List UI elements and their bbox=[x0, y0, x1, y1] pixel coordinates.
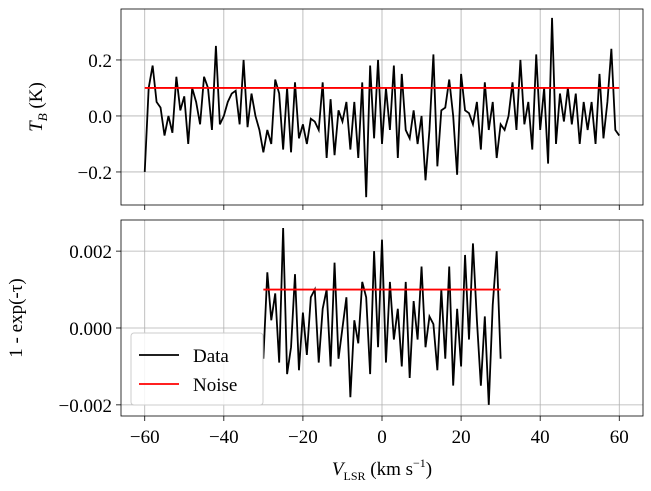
axes-frame bbox=[120, 8, 644, 206]
legend-label: Data bbox=[193, 346, 229, 367]
axes-frame bbox=[120, 219, 644, 417]
x-axis-label: VLSR (km s−1) bbox=[332, 456, 432, 483]
x-tick-label: 0 bbox=[377, 427, 387, 448]
x-tick-label: −40 bbox=[209, 427, 239, 448]
label-sup: −1 bbox=[413, 456, 426, 470]
legend-label: Noise bbox=[193, 375, 237, 396]
y-tick-label: 0.0 bbox=[88, 107, 112, 128]
y-axis-label: TB (K) bbox=[26, 82, 50, 132]
label-part: (km s bbox=[366, 459, 414, 480]
label-sub: B bbox=[35, 113, 50, 121]
y-tick-label: 0.000 bbox=[69, 319, 112, 340]
label-sub: LSR bbox=[343, 469, 365, 483]
y-tick-label: 0.002 bbox=[69, 242, 112, 263]
y-tick-label: 0.2 bbox=[88, 51, 112, 72]
x-tick-label: −60 bbox=[130, 427, 160, 448]
label-part: ) bbox=[426, 459, 432, 480]
plot-area bbox=[143, 17, 621, 198]
x-tick-label: 40 bbox=[531, 427, 550, 448]
series-line bbox=[262, 228, 502, 405]
y-axis-label: 1 - exp(-τ) bbox=[6, 278, 27, 357]
plot-area bbox=[262, 228, 502, 405]
y-tick-label: −0.2 bbox=[78, 163, 112, 184]
legend-box bbox=[130, 332, 264, 406]
x-tick-label: 60 bbox=[610, 427, 629, 448]
y-tick-label: −0.002 bbox=[59, 396, 112, 417]
x-tick-label: 20 bbox=[452, 427, 471, 448]
label-part: V bbox=[332, 459, 346, 480]
label-part: T bbox=[26, 120, 47, 132]
label-part: (K) bbox=[26, 82, 47, 113]
x-tick-label: −20 bbox=[288, 427, 318, 448]
series-line bbox=[143, 17, 621, 198]
